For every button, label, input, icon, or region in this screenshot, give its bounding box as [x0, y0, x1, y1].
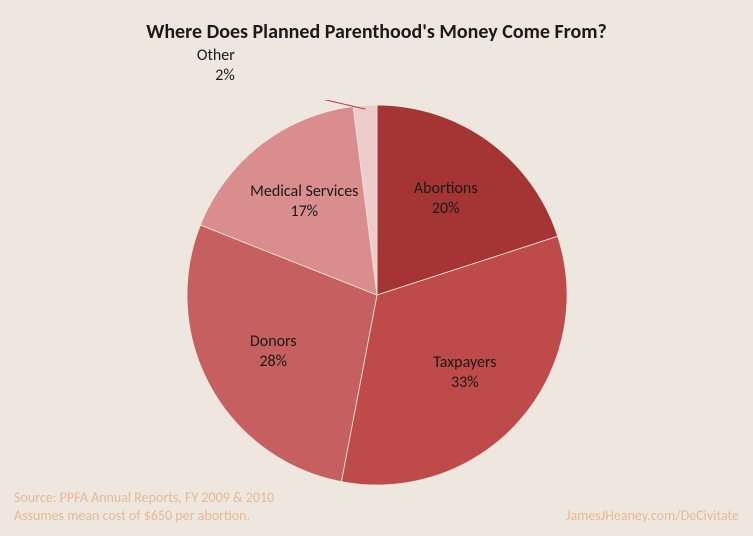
slice-label-percent: 28%: [250, 352, 297, 372]
slice-label: Donors28%: [250, 332, 297, 372]
slice-label-name: Taxpayers: [433, 353, 496, 373]
slice-label: Other2%: [197, 46, 235, 86]
attribution: JamesJHeaney.com/DeCivitate: [566, 507, 739, 524]
pie-chart: Abortions20% Taxpayers33% Donors28% Medical…: [182, 100, 572, 490]
pie-svg: [182, 100, 572, 490]
chart-container: Where Does Planned Parenthood's Money Co…: [0, 0, 753, 536]
slice-label-name: Medical Services: [250, 182, 358, 202]
chart-title: Where Does Planned Parenthood's Money Co…: [0, 20, 753, 44]
slice-label-percent: 2%: [197, 66, 235, 86]
source-line-2: Assumes mean cost of $650 per abortion.: [14, 507, 274, 525]
slice-label: Abortions20%: [414, 179, 478, 219]
slice-label-name: Other: [197, 46, 235, 66]
slice-label-name: Donors: [250, 332, 297, 352]
source-line-1: Source: PPFA Annual Reports, FY 2009 & 2…: [14, 489, 274, 507]
slice-label: Medical Services17%: [250, 182, 358, 222]
slice-label-percent: 20%: [414, 199, 478, 219]
slice-label-percent: 17%: [250, 202, 358, 222]
slice-label: Taxpayers33%: [433, 353, 496, 393]
slice-label-percent: 33%: [433, 373, 496, 393]
source-footer: Source: PPFA Annual Reports, FY 2009 & 2…: [14, 489, 274, 524]
slice-label-name: Abortions: [414, 179, 478, 199]
